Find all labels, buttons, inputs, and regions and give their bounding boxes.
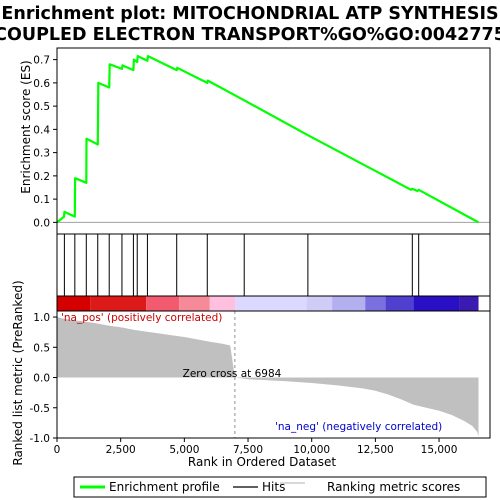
color-bar-segment (146, 296, 180, 311)
es-y-tick-label: 0.0 (33, 217, 50, 229)
es-y-tick-label: 0.7 (33, 55, 50, 67)
es-y-tick-label: 0.5 (33, 101, 50, 113)
ranking-metric-area (57, 314, 479, 437)
color-bar-segment (459, 296, 479, 311)
color-bar-segment (332, 296, 366, 311)
es-y-tick-label: 0.6 (33, 78, 50, 90)
metric-y-tick-label: 0.5 (33, 342, 50, 354)
x-tick-label: 2,500 (106, 444, 136, 456)
chart-title-line-1: Enrichment plot: MITOCHONDRIAL ATP SYNTH… (1, 4, 498, 24)
legend-label-enrichment-profile: Enrichment profile (109, 480, 220, 494)
ranked-metric-panel: 1.0 0.5 0.0 -0.5 -1.00 2,500 5,000 7,500 10,000 1… (30, 310, 491, 456)
legend-label-ranking-metric: Ranking metric scores (327, 480, 460, 494)
metric-y-tick-label: 1.0 (33, 312, 50, 324)
x-tick-label: 12,500 (357, 444, 394, 456)
x-tick-label: 15,000 (421, 444, 458, 456)
color-bar-segment (385, 296, 414, 311)
es-y-tick-label: 0.2 (33, 171, 50, 183)
enrichment-score-panel: 0.0 0.1 0.2 0.3 0.4 0.5 0.6 0.7 (33, 47, 491, 235)
hits-panel (56, 233, 491, 297)
es-y-tick-label: 0.1 (33, 194, 50, 206)
legend-box (73, 476, 487, 498)
color-bar-segment (209, 296, 236, 311)
es-plot-area (57, 48, 490, 234)
zero-cross-label: Zero cross at 6984 (183, 368, 282, 380)
chart-title-line-2: COUPLED ELECTRON TRANSPORT%GO%GO:0042775 (0, 25, 500, 45)
metric-plot-frame (56, 310, 491, 439)
x-tick-label: 0 (54, 444, 61, 456)
enrichment-profile-line (56, 55, 480, 224)
legend-label-hits: Hits (262, 480, 285, 494)
metric-y-axis-label: Ranked list metric (PreRanked) (11, 280, 25, 465)
color-bar-segment (90, 296, 147, 311)
metric-y-tick-label: -1.0 (30, 433, 51, 445)
color-bar-segment (306, 296, 333, 311)
x-axis-label: Rank in Ordered Dataset (188, 455, 336, 469)
metric-y-tick-label: -0.5 (30, 403, 51, 415)
es-y-axis-label: Enrichment score (ES) (19, 60, 33, 193)
es-y-tick-label: 0.4 (33, 124, 50, 136)
x-tick-label: 7,500 (233, 444, 263, 456)
x-tick-label: 10,000 (293, 444, 330, 456)
color-bar-segment (365, 296, 386, 311)
color-bar-segment (179, 296, 210, 311)
legend: Enrichment profile Hits Ranking metric s… (73, 476, 487, 498)
metric-y-tick-label: 0.0 (33, 373, 50, 385)
x-tick-label: 5,000 (169, 444, 199, 456)
color-bar-segment (413, 296, 460, 311)
hits-frame (56, 233, 491, 297)
color-bar-segment (57, 296, 91, 311)
negative-correlation-label: 'na_neg' (negatively correlated) (275, 421, 442, 433)
positive-correlation-label: 'na_pos' (positively correlated) (61, 312, 222, 324)
es-y-tick-label: 0.3 (33, 148, 50, 160)
ranking-color-bar (56, 295, 491, 312)
color-bar-segment (235, 296, 307, 311)
